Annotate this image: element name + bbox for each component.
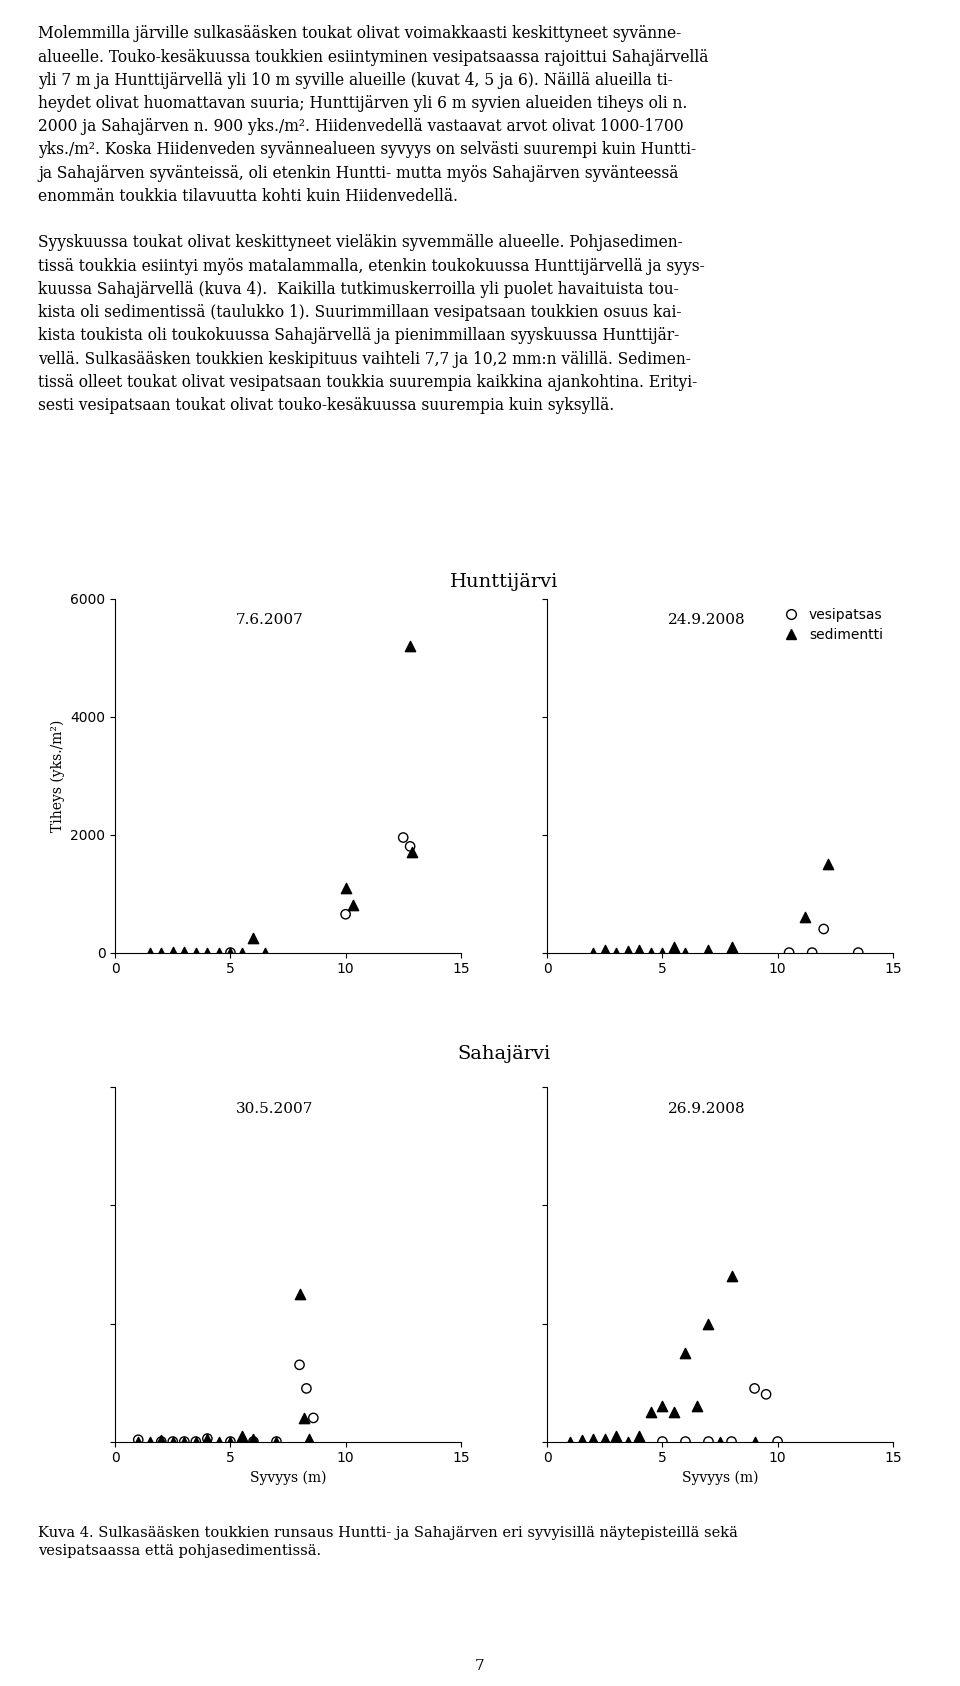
Point bbox=[338, 873, 353, 900]
Point bbox=[402, 632, 418, 659]
Point bbox=[804, 939, 820, 966]
Point bbox=[131, 1428, 146, 1455]
Point bbox=[188, 1428, 204, 1455]
Point bbox=[297, 1404, 312, 1431]
Point bbox=[586, 1425, 601, 1452]
Point bbox=[223, 939, 238, 966]
Point bbox=[655, 1393, 670, 1420]
Point bbox=[396, 824, 411, 851]
Point bbox=[770, 1428, 785, 1455]
Point bbox=[269, 1428, 284, 1455]
Point bbox=[301, 1425, 317, 1452]
Y-axis label: Tiheys (yks./m²): Tiheys (yks./m²) bbox=[51, 720, 64, 831]
Point bbox=[724, 1263, 739, 1290]
Point bbox=[177, 1428, 192, 1455]
Point bbox=[609, 939, 624, 966]
Point bbox=[154, 1428, 169, 1455]
Point bbox=[678, 1428, 693, 1455]
Point bbox=[609, 1421, 624, 1448]
Point bbox=[234, 939, 250, 966]
Point bbox=[678, 939, 693, 966]
Point bbox=[798, 904, 813, 931]
Point bbox=[165, 939, 180, 966]
Point bbox=[574, 1426, 589, 1453]
Point bbox=[678, 1339, 693, 1366]
Point bbox=[292, 1352, 307, 1379]
Point bbox=[142, 1428, 157, 1455]
Text: 26.9.2008: 26.9.2008 bbox=[668, 1101, 746, 1116]
Text: Kuva 4. Sulkasääsken toukkien runsaus Huntti- ja Sahajärven eri syvyisillä näyte: Kuva 4. Sulkasääsken toukkien runsaus Hu… bbox=[38, 1526, 738, 1558]
Point bbox=[597, 936, 612, 963]
Text: 7: 7 bbox=[475, 1659, 485, 1673]
Point bbox=[821, 850, 836, 877]
Point bbox=[666, 934, 682, 961]
Point bbox=[701, 1428, 716, 1455]
Point bbox=[223, 1428, 238, 1455]
Point bbox=[177, 939, 192, 966]
Point bbox=[724, 934, 739, 961]
Point bbox=[345, 892, 360, 919]
Point bbox=[781, 939, 797, 966]
Point bbox=[234, 1421, 250, 1448]
Text: Sahajärvi: Sahajärvi bbox=[457, 1045, 551, 1064]
Point bbox=[563, 1428, 578, 1455]
Point bbox=[405, 840, 420, 867]
Point bbox=[655, 1428, 670, 1455]
Point bbox=[188, 1428, 204, 1455]
Point bbox=[620, 937, 636, 964]
Point bbox=[632, 1421, 647, 1448]
Point bbox=[689, 1393, 705, 1420]
Point bbox=[200, 1425, 215, 1452]
X-axis label: Syvyys (m): Syvyys (m) bbox=[250, 1470, 326, 1485]
Point bbox=[299, 1374, 314, 1401]
Point bbox=[269, 1428, 284, 1455]
Point bbox=[200, 1425, 215, 1452]
Point bbox=[747, 1374, 762, 1401]
Point bbox=[712, 1428, 728, 1455]
X-axis label: Syvyys (m): Syvyys (m) bbox=[682, 1470, 758, 1485]
Point bbox=[165, 1428, 180, 1455]
Point bbox=[131, 1426, 146, 1453]
Point bbox=[586, 939, 601, 966]
Point bbox=[724, 1428, 739, 1455]
Point bbox=[154, 1426, 169, 1453]
Point bbox=[257, 939, 273, 966]
Point bbox=[402, 833, 418, 860]
Point bbox=[620, 1428, 636, 1455]
Point bbox=[223, 1428, 238, 1455]
Legend: vesipatsas, sedimentti: vesipatsas, sedimentti bbox=[772, 602, 889, 647]
Point bbox=[632, 936, 647, 963]
Point bbox=[177, 1428, 192, 1455]
Point bbox=[223, 939, 238, 966]
Text: 30.5.2007: 30.5.2007 bbox=[236, 1101, 314, 1116]
Point bbox=[292, 1281, 307, 1308]
Point bbox=[643, 1398, 659, 1425]
Point bbox=[142, 939, 157, 966]
Point bbox=[666, 1398, 682, 1425]
Point bbox=[338, 900, 353, 927]
Text: Hunttijärvi: Hunttijärvi bbox=[450, 573, 558, 592]
Point bbox=[246, 1425, 261, 1452]
Point bbox=[643, 939, 659, 966]
Point bbox=[246, 924, 261, 951]
Point bbox=[655, 939, 670, 966]
Point bbox=[701, 1310, 716, 1337]
Text: Molemmilla järville sulkasääsken toukat olivat voimakkaasti keskittyneet syvänne: Molemmilla järville sulkasääsken toukat … bbox=[38, 25, 708, 415]
Point bbox=[154, 939, 169, 966]
Point bbox=[851, 939, 866, 966]
Point bbox=[188, 939, 204, 966]
Text: 7.6.2007: 7.6.2007 bbox=[236, 612, 304, 627]
Point bbox=[816, 915, 831, 942]
Point bbox=[165, 1428, 180, 1455]
Point bbox=[246, 1428, 261, 1455]
Point bbox=[211, 939, 227, 966]
Point bbox=[200, 939, 215, 966]
Point bbox=[597, 1425, 612, 1452]
Point bbox=[758, 1381, 774, 1408]
Point bbox=[747, 1428, 762, 1455]
Point bbox=[701, 936, 716, 963]
Text: 24.9.2008: 24.9.2008 bbox=[668, 612, 746, 627]
Point bbox=[211, 1428, 227, 1455]
Point bbox=[305, 1404, 321, 1431]
